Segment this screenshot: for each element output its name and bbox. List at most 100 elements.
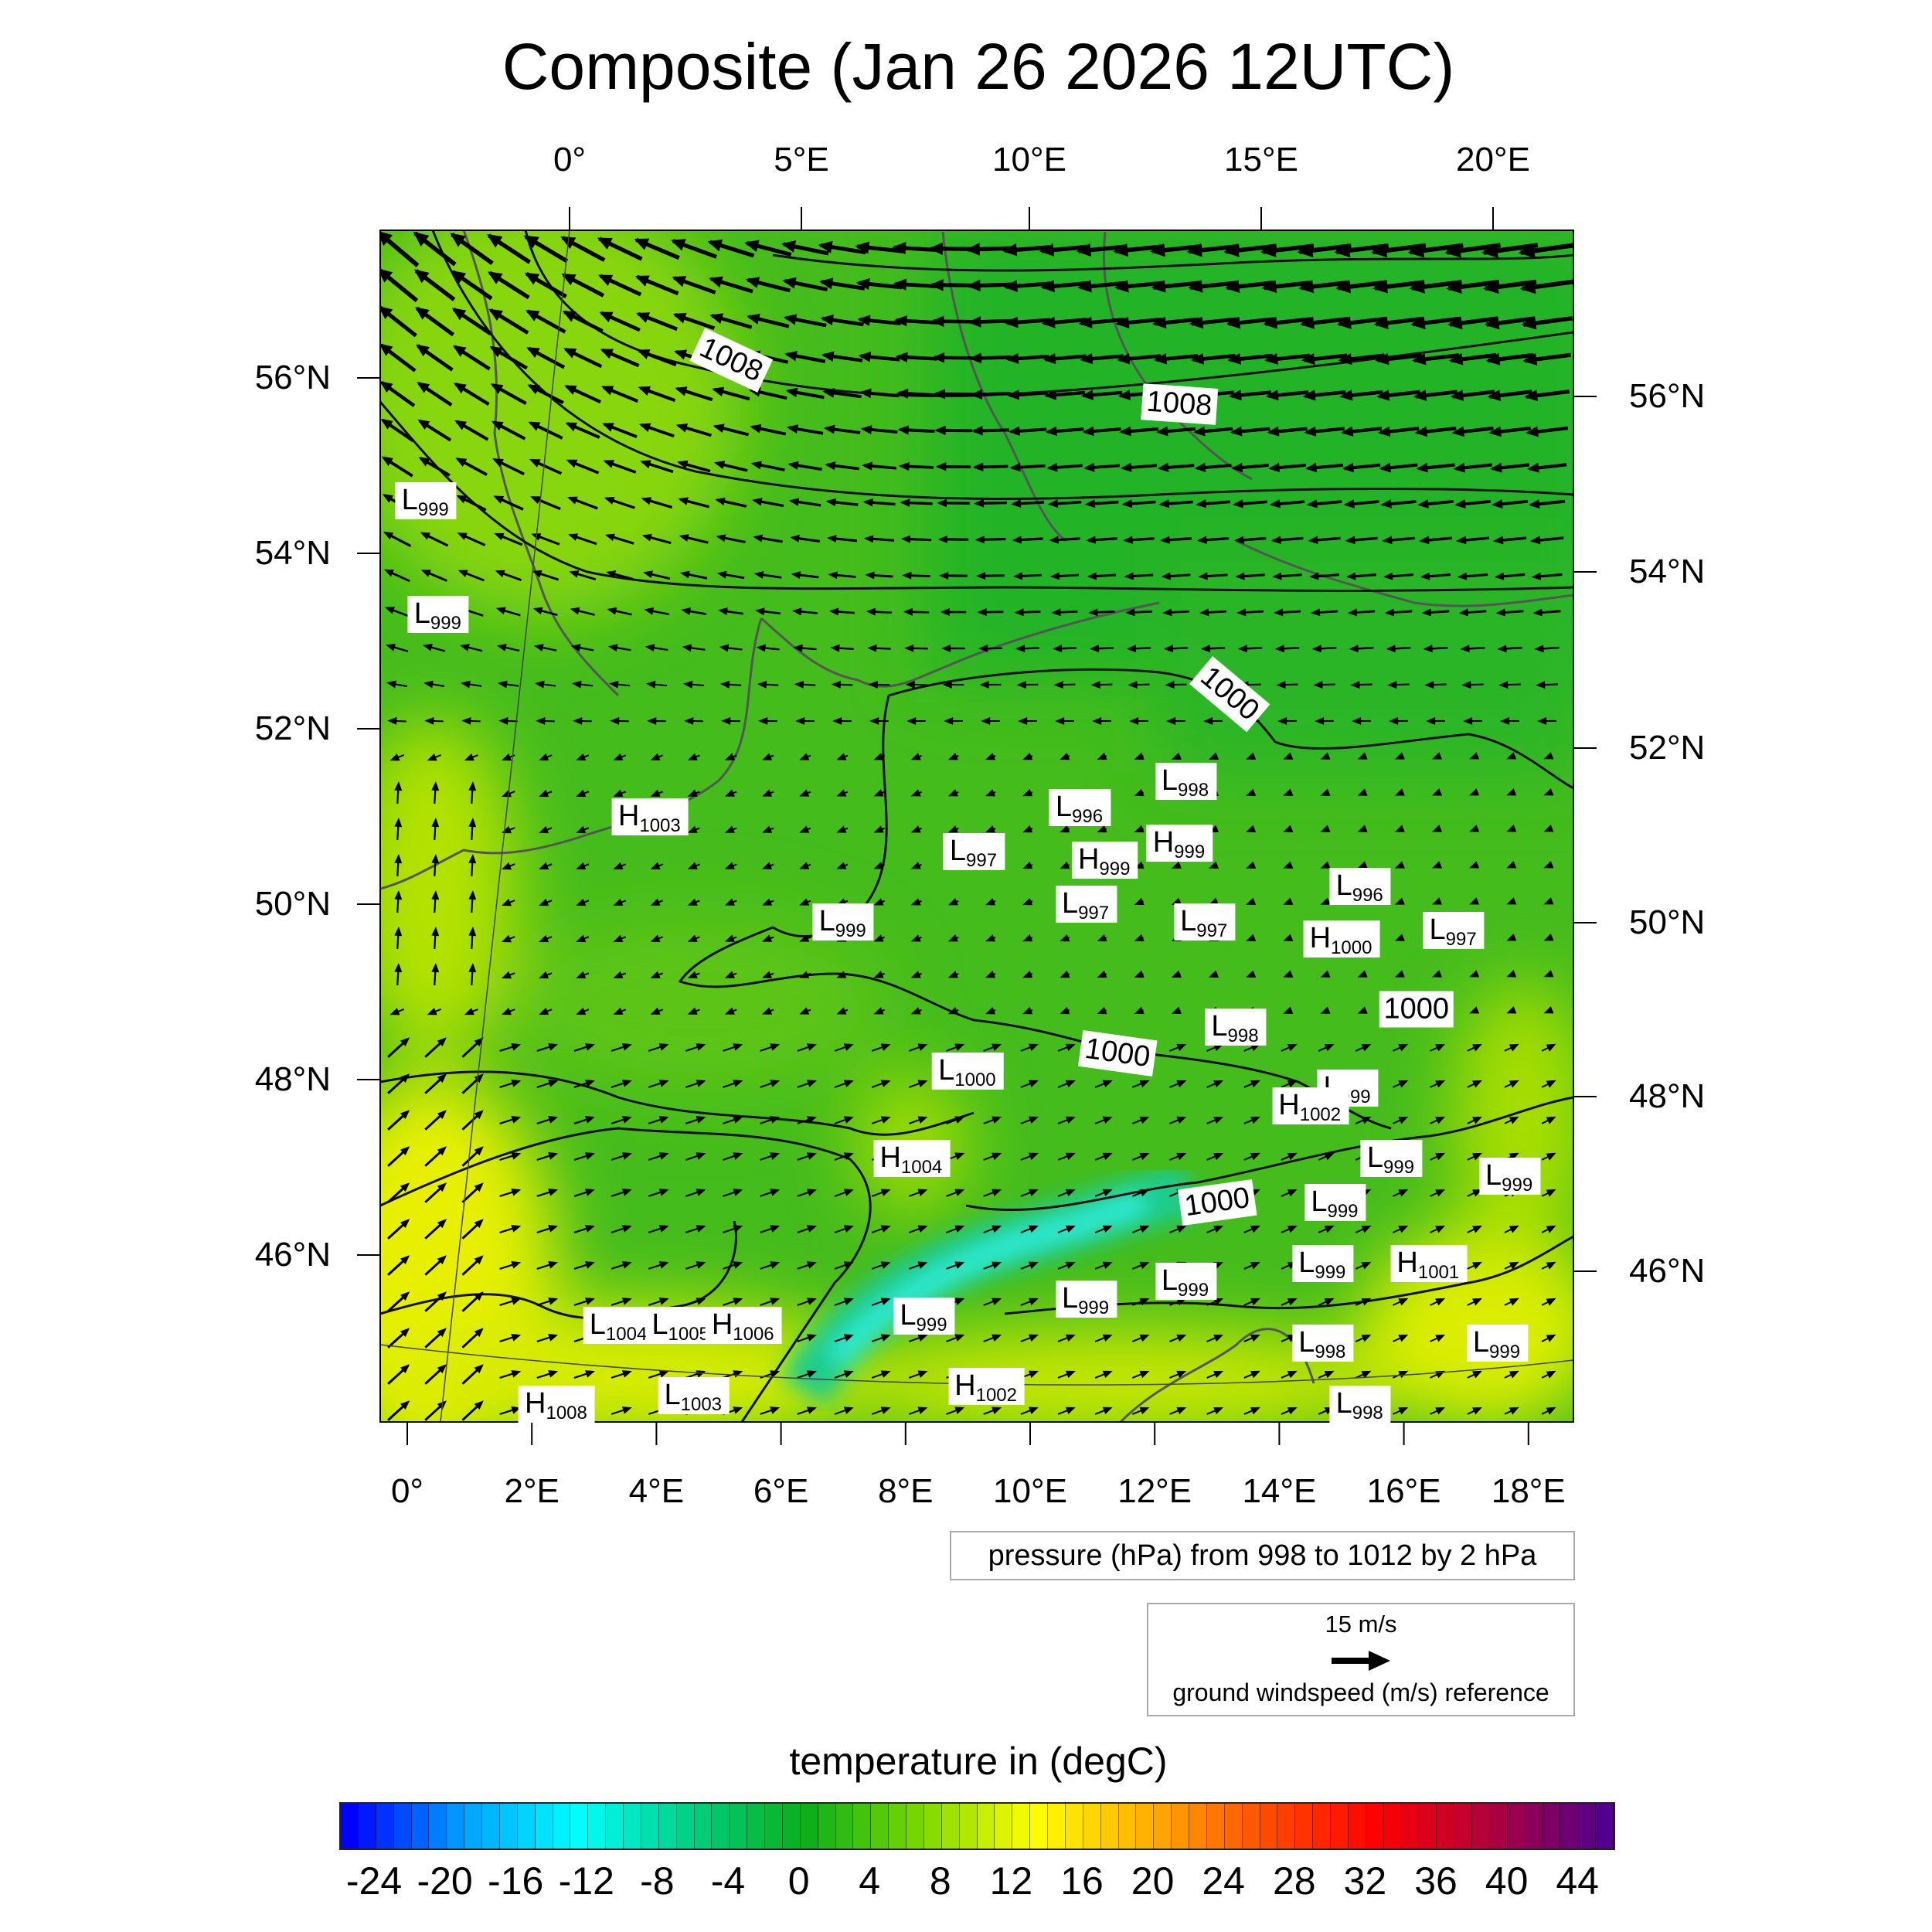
wind-arrow bbox=[1015, 645, 1039, 653]
wind-arrow bbox=[501, 971, 515, 979]
wind-arrow bbox=[1113, 243, 1165, 257]
wind-arrow bbox=[461, 1291, 484, 1312]
pressure-center-value: 996 bbox=[1352, 885, 1383, 906]
pressure-center-type: L bbox=[938, 1053, 955, 1087]
wind-arrow bbox=[873, 753, 885, 760]
wind-arrow bbox=[641, 533, 672, 545]
colorbar-segment bbox=[1242, 1804, 1260, 1849]
wind-arrow bbox=[1394, 970, 1405, 978]
wind-arrow bbox=[1469, 825, 1480, 832]
wind-arrow bbox=[871, 1334, 891, 1342]
wind-arrow bbox=[1541, 1406, 1556, 1415]
wind-arrow bbox=[1430, 1334, 1446, 1342]
wind-arrow bbox=[1393, 1189, 1409, 1197]
wind-arrow bbox=[1352, 717, 1371, 726]
wind-arrow bbox=[1131, 1261, 1150, 1270]
wind-arrow bbox=[905, 680, 927, 689]
wind-arrow bbox=[1318, 1043, 1335, 1052]
pressure-center-value: 999 bbox=[835, 920, 866, 941]
wind-arrow bbox=[1083, 462, 1121, 472]
wind-arrow bbox=[716, 570, 745, 580]
wind-arrow bbox=[1409, 280, 1462, 294]
wind-arrow bbox=[723, 1080, 743, 1088]
pressure-center-label: L997 bbox=[943, 832, 1005, 870]
pressure-center-label: L998 bbox=[1292, 1324, 1354, 1362]
wind-arrow bbox=[1506, 788, 1517, 796]
wind-arrow bbox=[1020, 1298, 1039, 1306]
wind-arrow bbox=[637, 349, 677, 367]
wind-arrow bbox=[799, 753, 811, 760]
wind-arrow bbox=[1394, 752, 1405, 760]
pressure-center-type: H bbox=[1278, 1089, 1300, 1122]
wind-arrow bbox=[1432, 861, 1443, 869]
pressure-center-type: L bbox=[1161, 1264, 1179, 1298]
wind-arrow bbox=[1432, 897, 1443, 905]
wind-arrow bbox=[910, 898, 922, 906]
wind-arrow bbox=[431, 854, 440, 877]
pressure-center-value: 999 bbox=[1174, 841, 1206, 862]
wind-arrow bbox=[760, 1043, 781, 1052]
wind-arrow bbox=[648, 1152, 669, 1161]
bottom-lon-label: 12°E bbox=[1117, 1472, 1192, 1510]
pressure-center-label: L998 bbox=[1155, 763, 1217, 801]
wind-arrow bbox=[873, 1007, 885, 1015]
wind-arrow bbox=[894, 315, 939, 327]
wind-arrow bbox=[1506, 752, 1517, 760]
wind-arrow bbox=[650, 789, 663, 797]
wind-arrow bbox=[604, 496, 635, 509]
wind-arrow bbox=[834, 1406, 854, 1415]
wind-arrow bbox=[834, 1189, 854, 1197]
wind-arrow bbox=[1456, 536, 1490, 545]
wind-arrow bbox=[424, 1146, 447, 1167]
wind-arrow bbox=[827, 535, 858, 543]
pressure-center-value: 1003 bbox=[680, 1393, 723, 1415]
wind-arrow bbox=[675, 423, 712, 437]
colorbar-segment bbox=[1560, 1804, 1579, 1849]
colorbar-segment bbox=[906, 1804, 924, 1849]
pressure-center-label: L999 bbox=[1292, 1245, 1354, 1283]
wind-arrow bbox=[1407, 243, 1464, 258]
top-lon-label: 0° bbox=[553, 141, 587, 179]
wind-arrow bbox=[1541, 1298, 1556, 1306]
wind-arrow bbox=[1119, 426, 1158, 437]
wind-arrow bbox=[424, 1182, 447, 1203]
wind-arrow bbox=[1233, 536, 1267, 544]
wind-arrow bbox=[1206, 1406, 1224, 1415]
wind-arrow bbox=[935, 462, 971, 471]
wind-arrow bbox=[1283, 970, 1294, 978]
wind-arrow bbox=[420, 532, 449, 547]
wind-arrow bbox=[1543, 752, 1554, 760]
wind-arrow bbox=[417, 382, 453, 406]
wind-arrow bbox=[461, 1037, 484, 1058]
wind-arrow bbox=[385, 607, 410, 617]
wind-arrow bbox=[1320, 897, 1331, 905]
pressure-center-type: H bbox=[617, 799, 640, 832]
wind-arrow bbox=[611, 1080, 632, 1088]
wind-reference-legend: 15 m/s ground windspeed (m/s) reference bbox=[1147, 1603, 1575, 1716]
wind-arrow bbox=[1080, 389, 1123, 400]
wind-arrow bbox=[381, 456, 413, 478]
pressure-center-label: L999 bbox=[1360, 1140, 1423, 1178]
pressure-center-type: H bbox=[1396, 1247, 1418, 1280]
wind-arrow bbox=[387, 1219, 410, 1240]
wind-arrow bbox=[1020, 1152, 1039, 1161]
wind-arrow bbox=[750, 461, 785, 471]
wind-arrow bbox=[819, 277, 866, 291]
wind-arrow bbox=[902, 571, 930, 580]
wind-arrow bbox=[760, 1116, 781, 1124]
wind-arrow bbox=[1246, 934, 1257, 941]
pressure-center-value: 1008 bbox=[546, 1402, 587, 1423]
wind-arrow bbox=[784, 350, 826, 363]
wind-arrow bbox=[1301, 352, 1348, 366]
colorbar-segment bbox=[800, 1804, 818, 1849]
pressure-center-label: H1000 bbox=[1303, 920, 1380, 958]
wind-arrow bbox=[1541, 1189, 1556, 1197]
wind-arrow bbox=[1124, 572, 1154, 580]
wind-arrow bbox=[947, 1007, 959, 1015]
wind-arrow bbox=[459, 644, 483, 652]
wind-arrow bbox=[797, 1189, 817, 1197]
wind-arrow bbox=[755, 607, 781, 616]
wind-arrow bbox=[762, 825, 774, 833]
wind-arrow bbox=[910, 1007, 922, 1015]
wind-arrow bbox=[799, 825, 811, 833]
